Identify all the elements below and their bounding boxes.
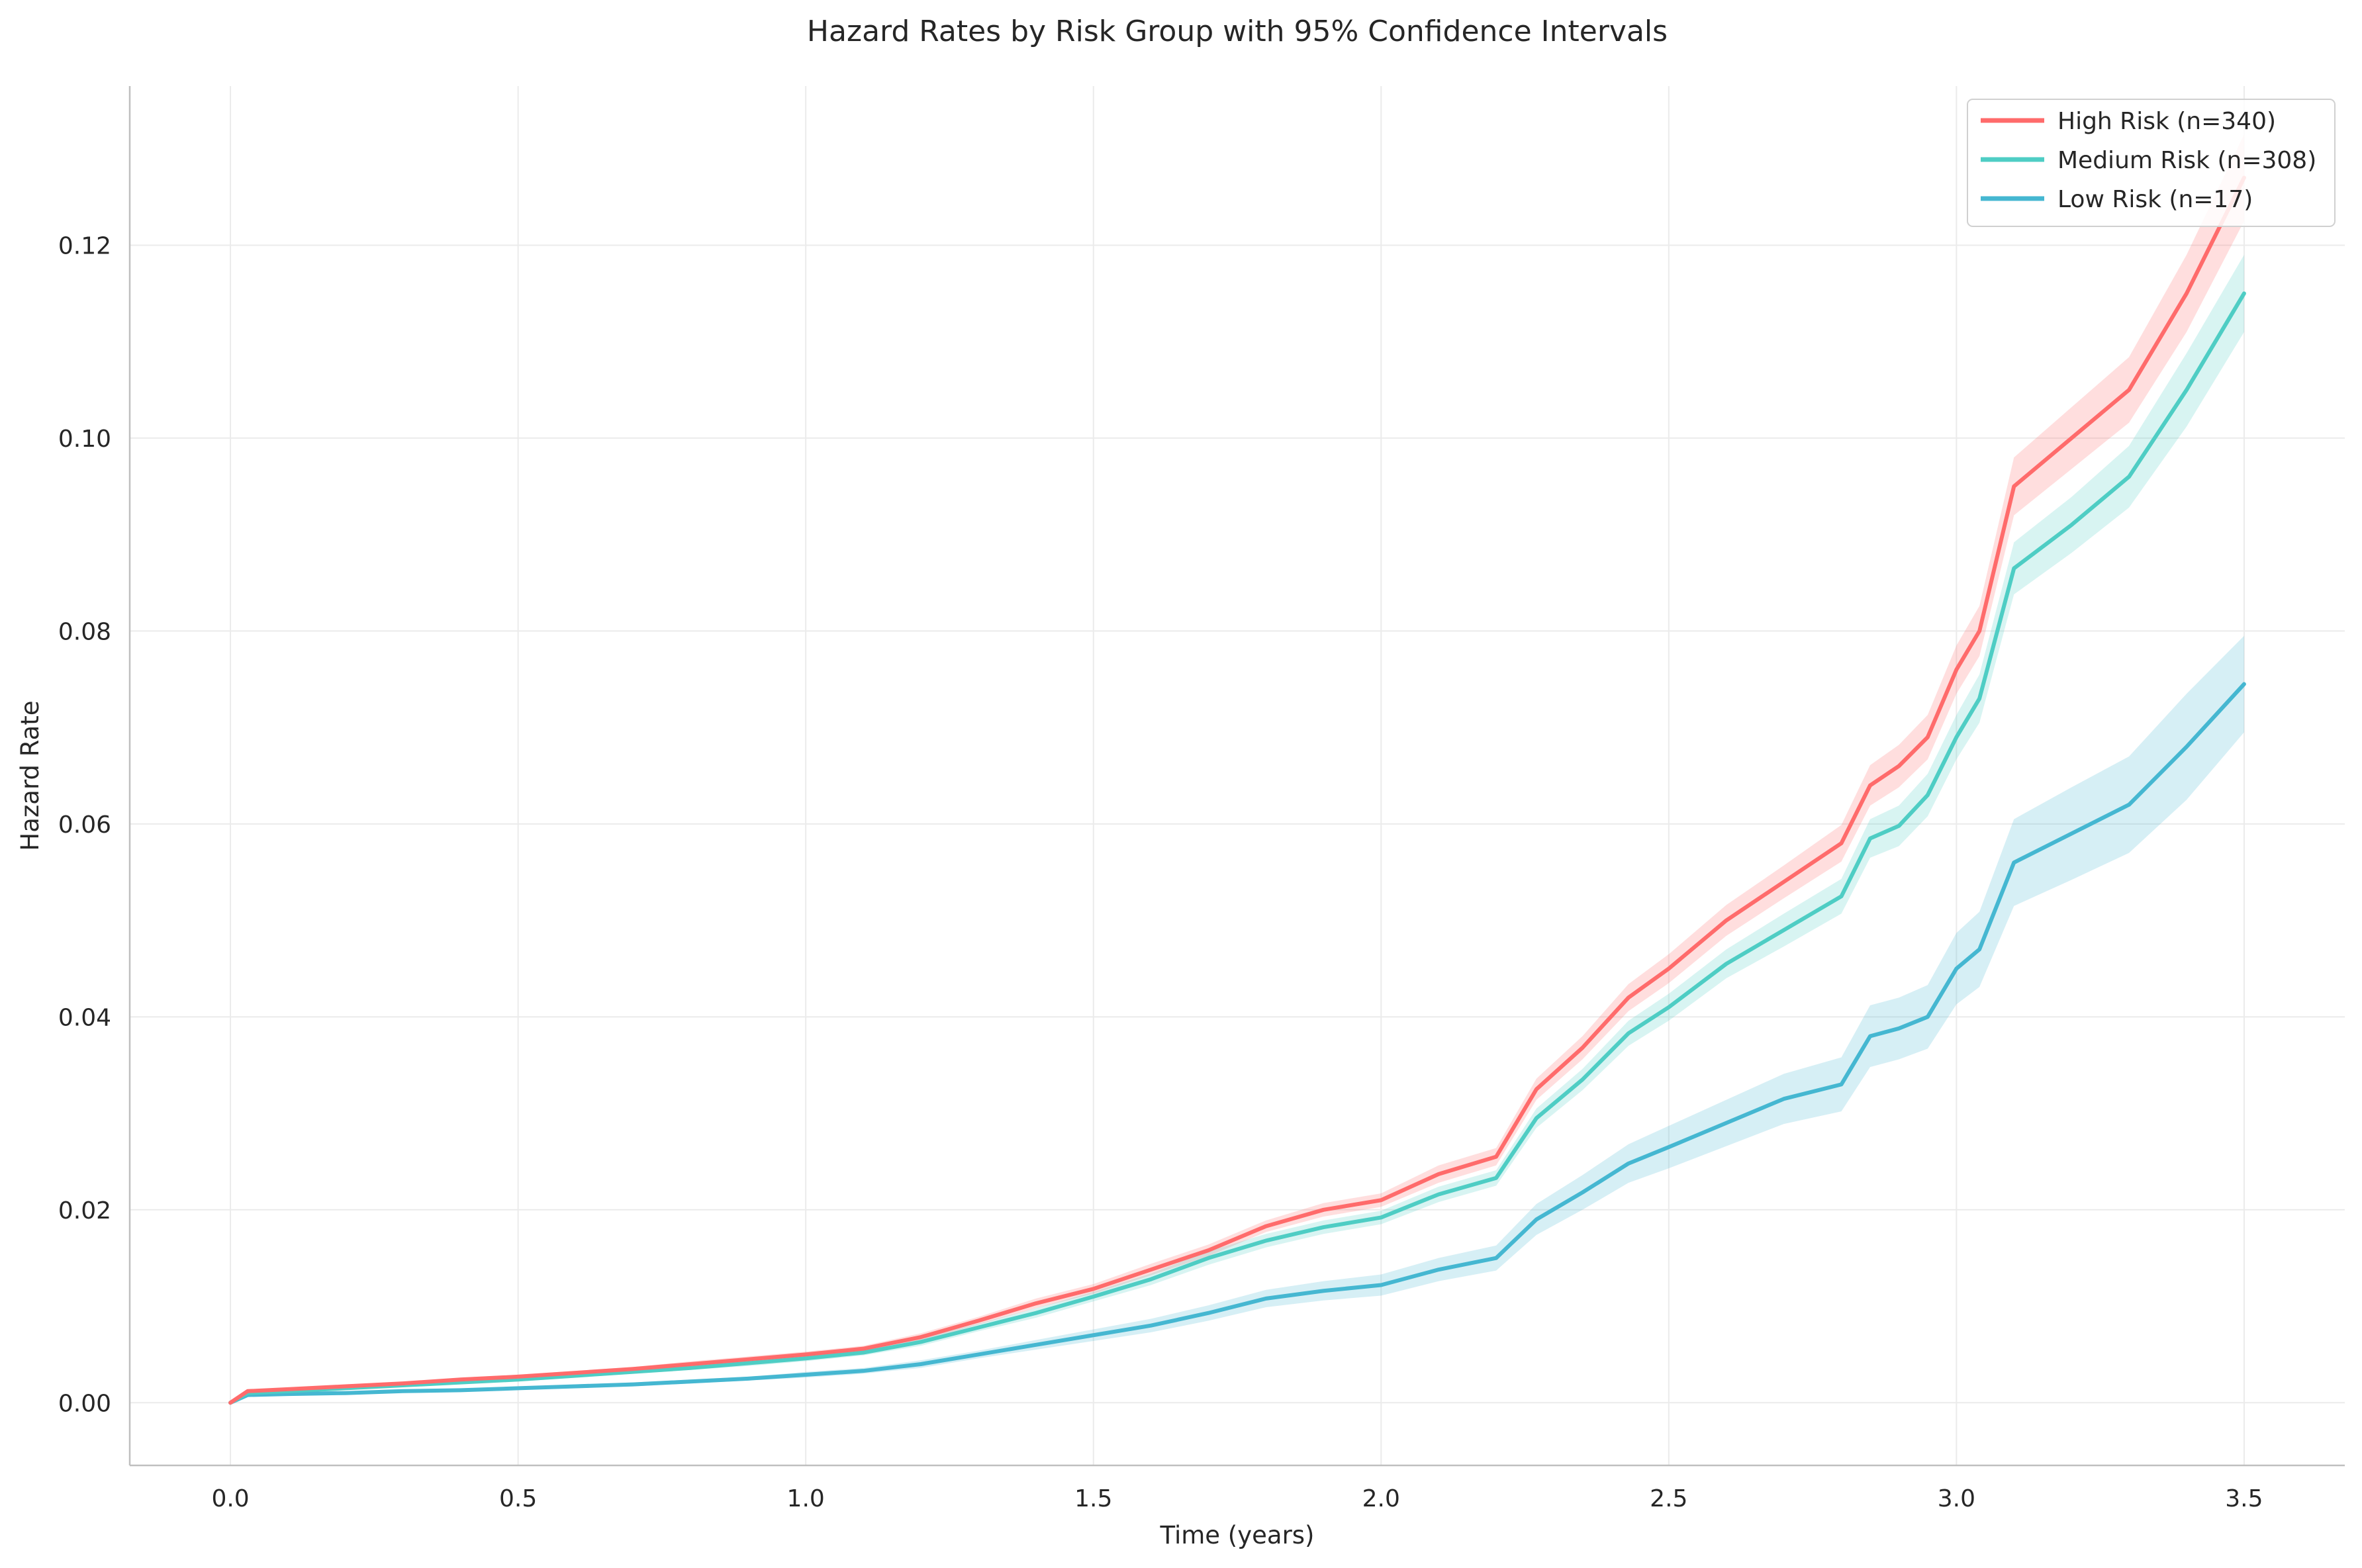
legend-label-medium-risk: Medium Risk (n=308) bbox=[2057, 147, 2316, 174]
legend-label-low-risk: Low Risk (n=17) bbox=[2057, 186, 2253, 213]
y-tick-label: 0.10 bbox=[58, 426, 111, 453]
y-tick-label: 0.08 bbox=[58, 618, 111, 645]
y-tick-labels: 0.00 0.02 0.04 0.06 0.08 0.10 0.12 bbox=[58, 232, 111, 1417]
legend-label-high-risk: High Risk (n=340) bbox=[2057, 108, 2276, 135]
x-tick-label: 3.5 bbox=[2225, 1485, 2263, 1512]
y-tick-label: 0.00 bbox=[58, 1390, 111, 1417]
x-tick-label: 1.5 bbox=[1074, 1485, 1112, 1512]
y-tick-label: 0.06 bbox=[58, 811, 111, 839]
grid-lines bbox=[130, 86, 2345, 1465]
x-tick-label: 0.0 bbox=[211, 1485, 249, 1512]
x-tick-label: 3.0 bbox=[1938, 1485, 1975, 1512]
series-lines bbox=[228, 175, 2246, 1405]
x-axis-label: Time (years) bbox=[1159, 1521, 1314, 1549]
y-tick-label: 0.12 bbox=[58, 232, 111, 259]
legend-box bbox=[1967, 99, 2336, 227]
x-tick-label: 2.5 bbox=[1650, 1485, 1687, 1512]
x-tick-label: 1.0 bbox=[787, 1485, 825, 1512]
y-axis-label: Hazard Rate bbox=[16, 700, 44, 851]
chart-title: Hazard Rates by Risk Group with 95% Conf… bbox=[807, 15, 1668, 48]
axes bbox=[128, 86, 2345, 1467]
series-line-low-risk bbox=[228, 682, 2246, 1405]
x-tick-label: 0.5 bbox=[499, 1485, 537, 1512]
y-tick-label: 0.04 bbox=[58, 1004, 111, 1031]
x-tick-label: 2.0 bbox=[1362, 1485, 1400, 1512]
x-tick-labels: 0.0 0.5 1.0 1.5 2.0 2.5 3.0 3.5 bbox=[211, 1485, 2263, 1512]
series-line-medium-risk bbox=[228, 291, 2246, 1405]
legend: High Risk (n=340) Medium Risk (n=308) Lo… bbox=[1967, 99, 2336, 227]
y-tick-label: 0.02 bbox=[58, 1197, 111, 1224]
series-line-high-risk bbox=[228, 175, 2246, 1405]
